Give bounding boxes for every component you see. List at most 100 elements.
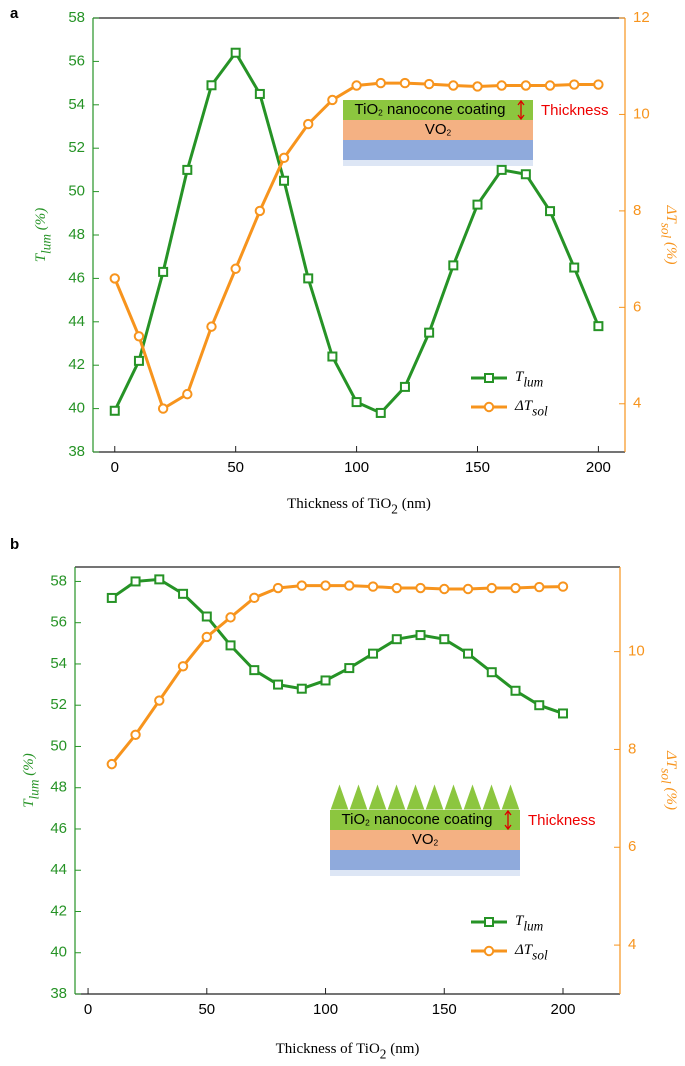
y-tick-label: 52 [50, 696, 67, 713]
inset-layer-label-part: 2 [434, 838, 439, 848]
marker [344, 663, 355, 674]
marker [375, 407, 386, 418]
marker [254, 88, 265, 99]
y2-tick-label: 8 [628, 740, 636, 757]
x-tick-label: 200 [550, 1001, 575, 1018]
marker [415, 582, 426, 594]
legend-label-part: lum [523, 919, 543, 934]
y-tick-label: 42 [68, 356, 85, 373]
y-axis-label: Tlum (%) [33, 208, 53, 263]
inset-layer-label-part: 2 [447, 128, 452, 138]
x-axis-label-part: Thickness of TiO [287, 496, 391, 512]
marker [351, 397, 362, 408]
x-tick-label: 200 [586, 459, 611, 476]
substrate-fade [330, 870, 520, 876]
x-tick-label: 150 [432, 1001, 457, 1018]
y-tick-label: 48 [68, 226, 85, 243]
y2-axis-label-part: (%) [663, 784, 679, 810]
marker [327, 351, 338, 362]
marker [399, 77, 411, 89]
marker [558, 708, 569, 719]
y-axis-label-part: (%) [33, 208, 49, 234]
inset-coating-label: TiO2 nanocone coating [342, 811, 493, 828]
legend-label-part: T [515, 369, 525, 385]
inset-layer-label: VO2 [412, 831, 439, 848]
inset-layer-label: VO2 [425, 121, 452, 138]
y-tick-label: 56 [68, 52, 85, 69]
x-tick-label: 0 [111, 459, 119, 476]
y2-tick-label: 6 [633, 298, 641, 315]
marker [375, 77, 386, 89]
panel-label: a [10, 5, 19, 22]
coating-layer [343, 100, 533, 120]
legend-label: ΔTsol [514, 398, 548, 418]
x-axis-label-part: 2 [380, 1047, 387, 1062]
marker [303, 118, 314, 130]
nanocone [348, 781, 369, 811]
marker [130, 729, 141, 740]
y-tick-label: 40 [50, 944, 67, 961]
marker [424, 327, 435, 338]
y-tick-label: 44 [68, 313, 85, 330]
y-axis-label-part: lum [39, 234, 54, 254]
marker [391, 582, 402, 594]
x-axis-label-part: (nm) [398, 496, 431, 512]
marker [415, 630, 426, 641]
x-tick-label: 0 [84, 1001, 92, 1018]
y2-axis-label-part: sol [658, 223, 673, 239]
marker [109, 405, 120, 416]
inset-thickness-label: Thickness [541, 102, 609, 119]
marker [106, 592, 117, 603]
marker [296, 683, 307, 694]
marker [182, 388, 193, 400]
marker [230, 47, 241, 58]
x-axis-label-part: 2 [391, 502, 398, 517]
y-axis-label: Tlum (%) [21, 753, 41, 808]
legend-marker [483, 945, 495, 957]
inset-coating-label-part: 2 [365, 818, 370, 828]
marker [133, 355, 144, 366]
x-tick-label: 50 [198, 1001, 215, 1018]
y-tick-label: 52 [68, 139, 85, 156]
y-tick-label: 50 [50, 737, 67, 754]
marker [534, 581, 545, 593]
marker [486, 582, 497, 594]
marker [249, 665, 260, 676]
marker [272, 582, 284, 594]
marker [439, 583, 450, 595]
y-tick-label: 48 [50, 779, 67, 796]
nanocone [424, 781, 445, 811]
marker [472, 199, 483, 210]
x-tick-label: 50 [227, 459, 244, 476]
marker [520, 169, 531, 180]
y-tick-label: 38 [68, 443, 85, 460]
y2-tick-label: 10 [633, 105, 650, 122]
marker [182, 164, 193, 175]
marker [109, 273, 120, 284]
inset-coating-label: TiO2 nanocone coating [355, 101, 506, 118]
y2-tick-label: 12 [633, 9, 650, 26]
marker [510, 582, 521, 594]
marker [225, 640, 236, 651]
marker [249, 592, 260, 604]
x-tick-label: 100 [344, 459, 369, 476]
marker [368, 648, 379, 659]
marker [154, 695, 165, 706]
nanocone [481, 781, 502, 811]
y2-tick-label: 6 [628, 838, 636, 855]
marker [225, 612, 236, 623]
marker [230, 263, 241, 274]
y-tick-label: 50 [68, 183, 85, 200]
marker [462, 583, 474, 595]
marker [545, 206, 556, 217]
nanocone [329, 781, 350, 811]
marker [593, 79, 604, 90]
y-tick-label: 58 [50, 572, 67, 589]
y2-axis-label: ΔTsol (%) [658, 205, 678, 265]
legend-label: ΔTsol [514, 942, 548, 962]
x-axis-label: Thickness of TiO2 (nm) [287, 496, 431, 516]
legend-label: Tlum [515, 369, 544, 389]
nanocone [405, 781, 426, 811]
x-tick-label: 150 [465, 459, 490, 476]
